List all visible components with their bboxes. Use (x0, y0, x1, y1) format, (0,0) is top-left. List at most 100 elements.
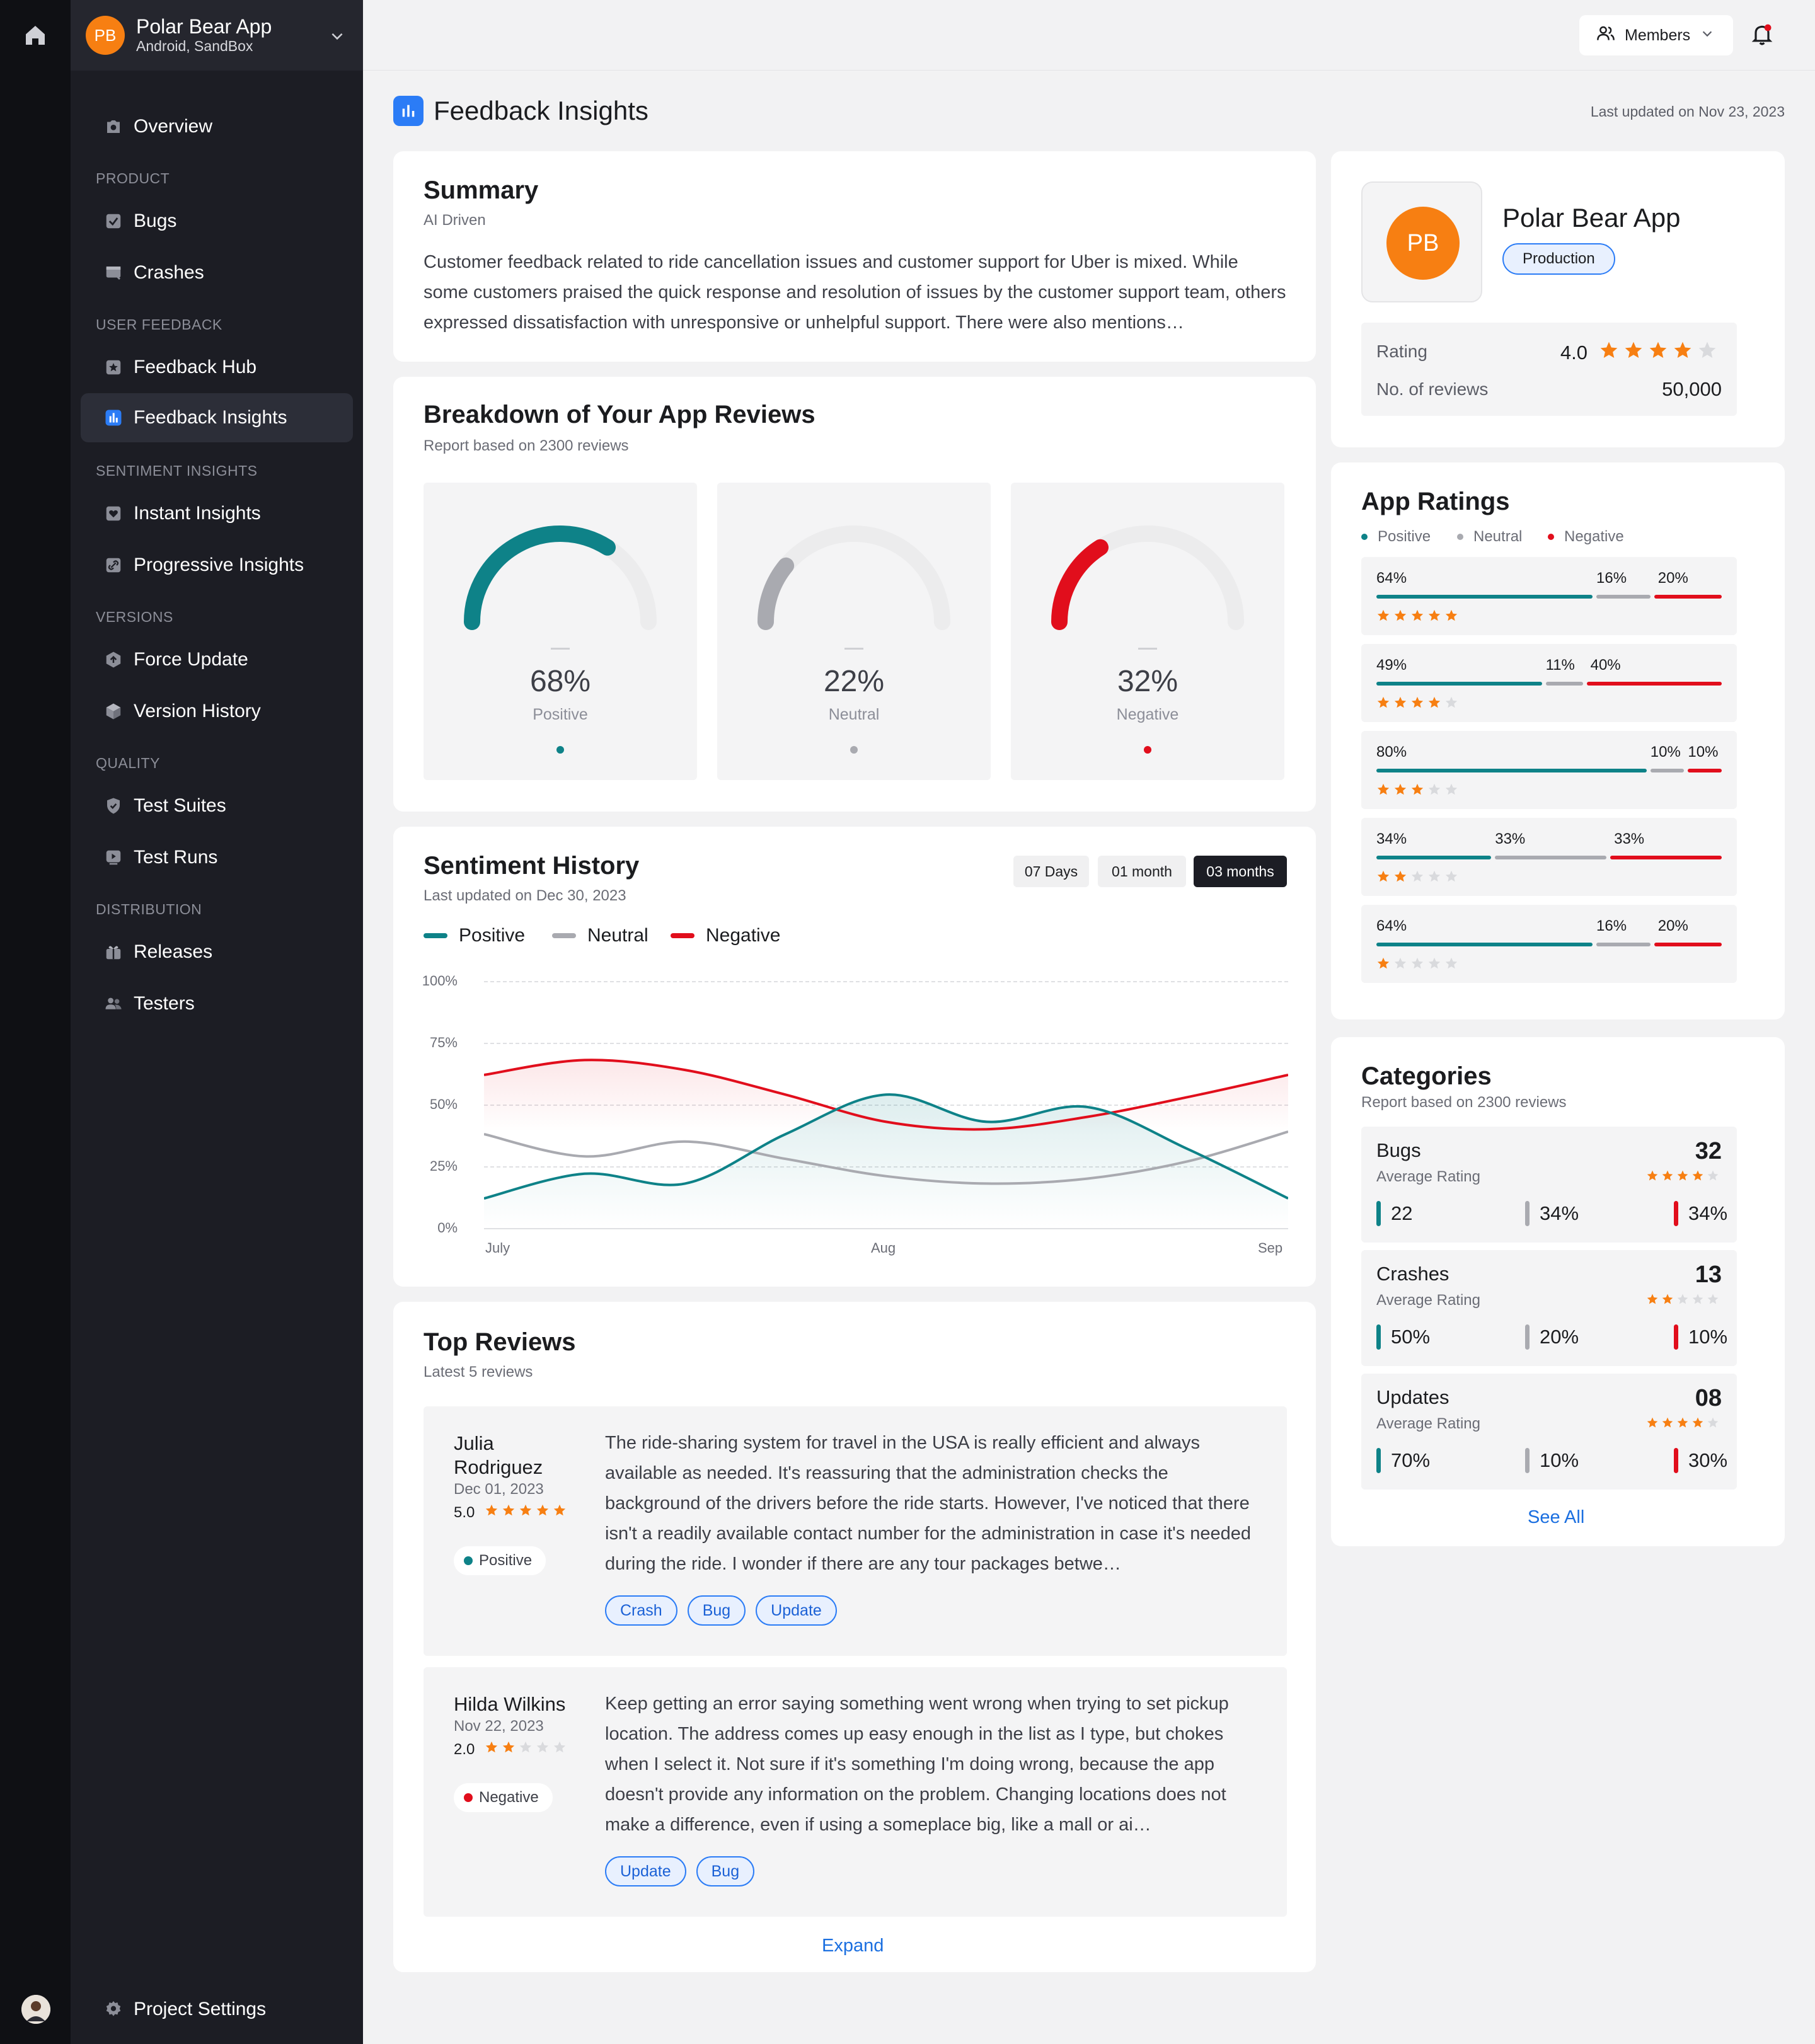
sidebar-item-progressive-insights[interactable]: Progressive Insights (81, 541, 353, 590)
nav-section-product: PRODUCT (96, 170, 170, 187)
star-empty-icon (1444, 870, 1461, 887)
neutral-marker (1525, 1201, 1530, 1226)
negative-metric: 34% (1674, 1201, 1727, 1226)
category-stars (1646, 1169, 1722, 1185)
gauge-neutral-chart (758, 525, 950, 630)
positive-bar (1376, 856, 1492, 859)
star-filled-icon (1661, 1293, 1676, 1309)
legend-positive: Positive (1361, 528, 1431, 546)
see-all-link[interactable]: See All (1528, 1507, 1585, 1527)
breakdown-title: Breakdown of Your App Reviews (424, 401, 815, 428)
sentiment-history-subtitle: Last updated on Dec 30, 2023 (424, 887, 626, 904)
category-crashes[interactable]: Crashes Average Rating 13 50% 20% 10% (1361, 1250, 1737, 1366)
sidebar: PB Polar Bear App Android, SandBox Overv… (71, 0, 363, 2044)
package-icon (103, 701, 124, 721)
sidebar-item-version-history[interactable]: Version History (81, 687, 353, 736)
sidebar-item-label: Releases (134, 941, 213, 962)
app-logo-initials: PB (1386, 207, 1460, 280)
bar-chart-icon (103, 408, 124, 428)
neutral-percent: 11% (1545, 657, 1575, 674)
review-text: Keep getting an error saying something w… (605, 1694, 1229, 1835)
tag-crash[interactable]: Crash (605, 1595, 677, 1626)
app-name: Polar Bear App (1502, 203, 1681, 233)
summary-card: Summary AI Driven Customer feedback rela… (393, 151, 1316, 362)
sidebar-item-overview[interactable]: Overview (81, 102, 353, 151)
star-filled-icon (1393, 783, 1410, 800)
rating-row-4-stars: 49% 11% 40% (1361, 644, 1737, 722)
x-tick: Sep (1258, 1240, 1283, 1256)
star-filled-icon (1393, 609, 1410, 626)
sidebar-item-instant-insights[interactable]: Instant Insights (81, 489, 353, 538)
sidebar-item-test-suites[interactable]: Test Suites (81, 781, 353, 830)
star-empty-icon (1444, 783, 1461, 800)
neutral-value: 34% (1540, 1202, 1579, 1224)
sidebar-item-label: Crashes (134, 262, 204, 283)
legend-label: Negative (1564, 528, 1624, 545)
category-updates[interactable]: Updates Average Rating 08 70% 10% 30% (1361, 1374, 1737, 1490)
app-ratings-title: App Ratings (1361, 488, 1510, 515)
positive-bar (1376, 595, 1593, 599)
range-1-month-button[interactable]: 01 month (1098, 856, 1186, 887)
sidebar-item-feedback-hub[interactable]: Feedback Hub (81, 343, 353, 392)
negative-value: 34% (1688, 1202, 1728, 1224)
y-tick: 75% (429, 1035, 458, 1050)
negative-percent: 20% (1657, 570, 1688, 587)
star-filled-icon (1393, 870, 1410, 887)
sidebar-item-project-settings[interactable]: Project Settings (81, 1985, 353, 2034)
star-empty-icon (1427, 783, 1444, 800)
sidebar-item-label: Progressive Insights (134, 554, 304, 575)
negative-value: 30% (1688, 1449, 1728, 1471)
review-date: Dec 01, 2023 (454, 1481, 544, 1498)
neutral-marker (1525, 1324, 1530, 1350)
members-button[interactable]: Members (1579, 15, 1733, 55)
positive-bar (1376, 682, 1542, 686)
sidebar-item-bugs[interactable]: Bugs (81, 197, 353, 246)
y-tick: 25% (429, 1158, 458, 1174)
star-empty-icon (1707, 1416, 1722, 1432)
gear-icon (103, 1999, 124, 2019)
sidebar-item-force-update[interactable]: Force Update (81, 635, 353, 684)
category-count: 08 (1695, 1385, 1722, 1411)
neutral-value: 20% (1540, 1326, 1579, 1348)
expand-link[interactable]: Expand (822, 1936, 884, 1956)
gauge-divider (844, 648, 863, 650)
review-date: Nov 22, 2023 (454, 1718, 544, 1735)
positive-series-line (484, 1093, 1288, 1200)
star-empty-icon (1691, 1293, 1707, 1309)
crash-icon (103, 263, 124, 283)
sidebar-item-crashes[interactable]: Crashes (81, 248, 353, 297)
review-tags: Crash Bug Update (605, 1595, 837, 1626)
categories-title: Categories (1361, 1062, 1492, 1090)
range-7-days-button[interactable]: 07 Days (1013, 856, 1089, 887)
review-item: Julia Rodriguez Dec 01, 2023 5.0 Positiv… (424, 1406, 1287, 1656)
review-tags: Update Bug (605, 1856, 755, 1886)
rating-number: 4.0 (1560, 342, 1587, 364)
legend-negative: Negative (1548, 528, 1624, 546)
star-filled-icon (1661, 1416, 1676, 1432)
tag-update[interactable]: Update (756, 1595, 837, 1626)
project-switcher[interactable]: PB Polar Bear App Android, SandBox (71, 0, 363, 71)
project-badge: PB (86, 16, 125, 55)
tag-bug[interactable]: Bug (687, 1595, 746, 1626)
review-author: Julia Rodriguez (454, 1432, 543, 1478)
sentiment-history-title: Sentiment History (424, 852, 640, 880)
categories-subtitle: Report based on 2300 reviews (1361, 1094, 1567, 1111)
sidebar-item-testers[interactable]: Testers (81, 979, 353, 1028)
play-box-icon (103, 847, 124, 868)
tag-bug[interactable]: Bug (696, 1856, 755, 1886)
neutral-bar (1596, 595, 1651, 599)
gauge-label: Positive (533, 706, 588, 723)
sidebar-item-feedback-insights[interactable]: Feedback Insights (81, 393, 353, 442)
range-3-months-button[interactable]: 03 months (1194, 856, 1287, 887)
sidebar-item-test-runs[interactable]: Test Runs (81, 833, 353, 882)
review-score: 5.0 (454, 1503, 570, 1522)
sentiment-badge: Negative (454, 1783, 553, 1812)
app-info-card: PB Polar Bear App Production Rating 4.0 … (1331, 151, 1785, 447)
category-bugs[interactable]: Bugs Average Rating 32 22 34% 34% (1361, 1127, 1737, 1243)
user-avatar[interactable] (21, 1995, 50, 2024)
sidebar-item-releases[interactable]: Releases (81, 927, 353, 977)
tag-update[interactable]: Update (605, 1856, 686, 1886)
bell-icon[interactable] (1749, 21, 1777, 49)
sidebar-item-label: Bugs (134, 210, 177, 231)
home-icon[interactable] (23, 23, 48, 48)
